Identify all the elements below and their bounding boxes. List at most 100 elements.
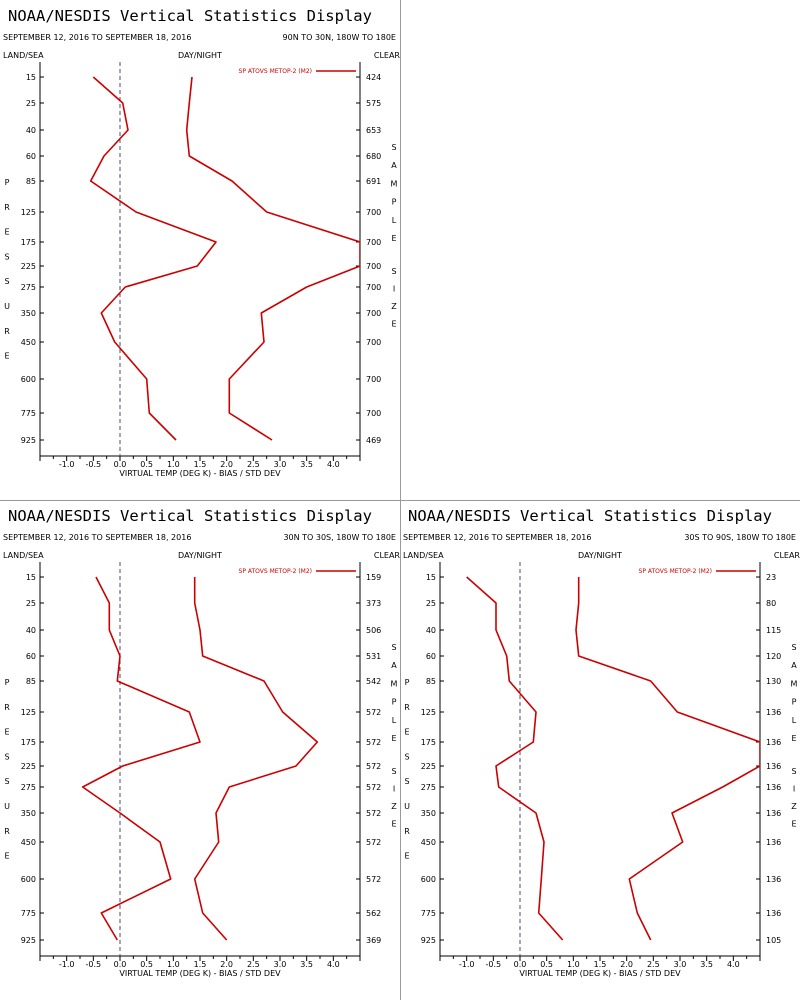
clear-label: CLEAR — [374, 551, 400, 560]
sample-size-label: 136 — [766, 809, 781, 818]
sample-size-label: 680 — [366, 152, 381, 161]
sample-size-label: 130 — [766, 677, 781, 686]
pressure-label: 450 — [21, 338, 36, 347]
land-sea-label: LAND/SEA — [403, 551, 444, 560]
sample-size-label: 562 — [366, 909, 381, 918]
pressure-label: 85 — [426, 677, 436, 686]
sample-size-label: 700 — [366, 283, 381, 292]
sample-size-label: 105 — [766, 936, 781, 945]
pressure-label: 15 — [426, 573, 436, 582]
x-axis-label: VIRTUAL TEMP (DEG K) - BIAS / STD DEV — [119, 969, 281, 978]
pressure-label: 85 — [26, 177, 36, 186]
chart-panel: NOAA/NESDIS Vertical Statistics Display S… — [0, 0, 400, 500]
chart-title: NOAA/NESDIS Vertical Statistics Display — [8, 7, 372, 25]
legend-label: SP ATOVS METOP-2 (M2) — [639, 568, 712, 575]
sample-size-label: 572 — [366, 809, 381, 818]
pressure-label: 450 — [421, 838, 436, 847]
sample-size-label: 572 — [366, 762, 381, 771]
sample-size-label: 572 — [366, 738, 381, 747]
sample-size-label: 136 — [766, 875, 781, 884]
region-label: 30S TO 90S, 180W TO 180E — [684, 533, 796, 542]
pressure-label: 225 — [21, 762, 36, 771]
sample-size-label: 700 — [366, 338, 381, 347]
sample-size-label: 572 — [366, 783, 381, 792]
clear-label: CLEAR — [374, 51, 400, 60]
x-axis-label: VIRTUAL TEMP (DEG K) - BIAS / STD DEV — [119, 469, 281, 478]
chart-title: NOAA/NESDIS Vertical Statistics Display — [408, 507, 772, 525]
pressure-label: 125 — [421, 708, 436, 717]
chart-svg: NOAA/NESDIS Vertical Statistics Display S… — [403, 507, 800, 978]
sample-size-label: 572 — [366, 838, 381, 847]
pressure-label: 775 — [21, 909, 36, 918]
x-tick-label: 3.5 — [300, 460, 313, 469]
x-tick-label: 0.0 — [114, 960, 127, 969]
region-label: 90N TO 30N, 180W TO 180E — [283, 33, 396, 42]
sample-size-label: 424 — [366, 73, 381, 82]
stddev-series-line — [193, 577, 319, 941]
sample-size-label: 691 — [366, 177, 381, 186]
x-tick-label: 2.0 — [620, 960, 633, 969]
x-tick-label: 1.0 — [167, 460, 180, 469]
pressure-label: 15 — [26, 573, 36, 582]
x-tick-label: -0.5 — [486, 960, 502, 969]
pressure-label: 600 — [21, 375, 36, 384]
bias-series-line — [466, 576, 564, 941]
sample-size-label: 373 — [366, 599, 381, 608]
legend-label: SP ATOVS METOP-2 (M2) — [239, 568, 312, 575]
x-tick-label: 2.0 — [220, 960, 233, 969]
sample-size-label: 700 — [366, 409, 381, 418]
pressure-label: 25 — [26, 599, 36, 608]
horizontal-divider — [0, 500, 800, 501]
pressure-label: 25 — [426, 599, 436, 608]
x-tick-label: 2.5 — [647, 960, 660, 969]
x-tick-label: 1.5 — [194, 460, 207, 469]
x-tick-label: 1.0 — [567, 960, 580, 969]
pressure-label: 125 — [21, 708, 36, 717]
sample-size-label: 542 — [366, 677, 381, 686]
sample-size-label: 136 — [766, 762, 781, 771]
sample-size-label: 469 — [366, 436, 381, 445]
pressure-label: 15 — [26, 73, 36, 82]
pressure-label: 40 — [26, 626, 36, 635]
sample-size-label: 136 — [766, 909, 781, 918]
date-range: SEPTEMBER 12, 2016 TO SEPTEMBER 18, 2016 — [403, 533, 591, 542]
stddev-series-line — [575, 577, 760, 941]
pressure-label: 275 — [421, 783, 436, 792]
bias-series-line — [81, 576, 201, 941]
x-tick-label: 3.5 — [300, 960, 313, 969]
x-tick-label: 2.5 — [247, 460, 260, 469]
region-label: 30N TO 30S, 180W TO 180E — [283, 533, 396, 542]
clear-label: CLEAR — [774, 551, 800, 560]
pressure-label: 350 — [21, 309, 36, 318]
x-tick-label: 3.0 — [274, 960, 287, 969]
pressure-label: 925 — [21, 936, 36, 945]
sample-size-label: 136 — [766, 708, 781, 717]
pressure-label: 225 — [21, 262, 36, 271]
x-tick-label: -1.0 — [59, 460, 75, 469]
sample-size-label: 120 — [766, 652, 781, 661]
land-sea-label: LAND/SEA — [3, 551, 44, 560]
sample-size-label: 700 — [366, 309, 381, 318]
sample-size-label: 23 — [766, 573, 776, 582]
sample-size-label: 653 — [366, 126, 381, 135]
x-tick-label: 0.5 — [540, 960, 553, 969]
pressure-label: 60 — [426, 652, 436, 661]
land-sea-label: LAND/SEA — [3, 51, 44, 60]
pressure-label: 225 — [421, 762, 436, 771]
x-tick-label: 1.5 — [194, 960, 207, 969]
chart-panel: NOAA/NESDIS Vertical Statistics Display S… — [400, 500, 800, 1000]
x-tick-label: 0.0 — [114, 460, 127, 469]
pressure-label: 60 — [26, 152, 36, 161]
x-tick-label: 2.5 — [247, 960, 260, 969]
sample-size-label: 572 — [366, 708, 381, 717]
x-tick-label: 4.0 — [727, 960, 740, 969]
sample-size-label: 136 — [766, 738, 781, 747]
x-tick-label: 3.5 — [700, 960, 713, 969]
legend-label: SP ATOVS METOP-2 (M2) — [239, 68, 312, 75]
pressure-label: 85 — [26, 677, 36, 686]
